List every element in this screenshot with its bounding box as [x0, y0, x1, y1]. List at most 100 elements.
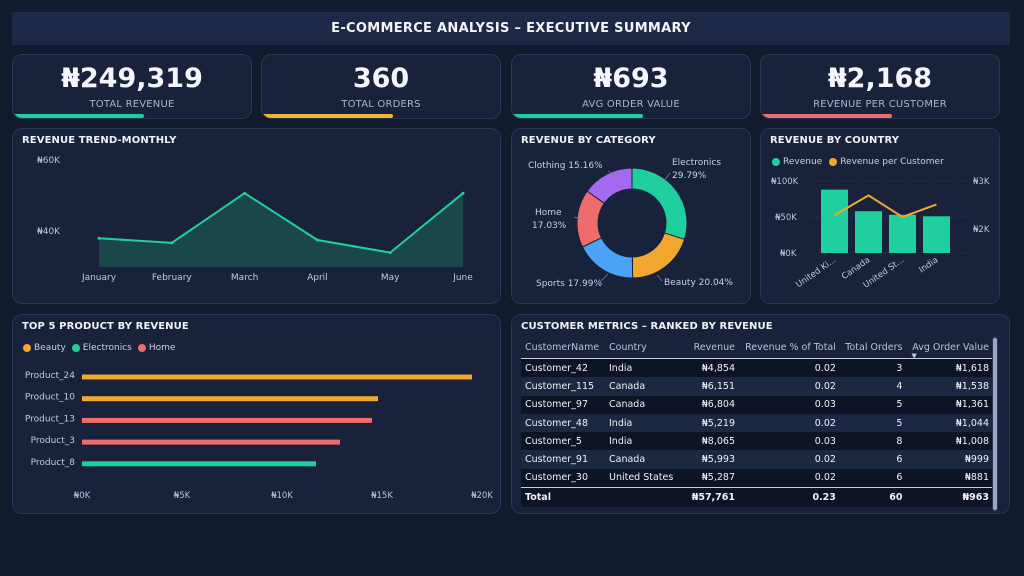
table-cell: ₦1,008: [906, 432, 993, 451]
table-row[interactable]: Customer_48 India ₦5,219 0.02 5 ₦1,044: [521, 413, 993, 433]
product-bar[interactable]: [82, 439, 340, 445]
table-cell: United States: [605, 468, 683, 488]
legend-swatch-home: [137, 344, 146, 352]
table-cell: 0.02: [739, 358, 840, 378]
column-header-revenue[interactable]: Revenue: [683, 336, 739, 359]
card-title: REVENUE TREND-MONTHLY: [22, 135, 177, 146]
product-bar[interactable]: [82, 374, 472, 380]
trend-point[interactable]: [170, 241, 174, 245]
table-cell: 6: [839, 450, 907, 469]
table-cell: Customer_91: [521, 450, 605, 469]
donut-leader-line: [663, 172, 671, 182]
table-row[interactable]: Customer_5 India ₦8,065 0.03 8 ₦1,008: [521, 432, 993, 451]
product-bar[interactable]: [82, 461, 316, 467]
x-tick-label: ₦10K: [271, 491, 293, 501]
trend-area-fill: [99, 193, 463, 267]
y-left-tick-label: ₦100K: [771, 177, 799, 187]
y-tick-label: ₦60K: [37, 156, 61, 166]
donut-data-label: Clothing 15.16%: [528, 161, 603, 171]
card-title: REVENUE BY CATEGORY: [521, 135, 656, 146]
trend-point[interactable]: [388, 251, 392, 255]
table-row[interactable]: Customer_42 India ₦4,854 0.02 3 ₦1,618: [521, 358, 993, 378]
y-tick-label: Product_24: [25, 371, 75, 381]
table-cell: 4: [839, 377, 907, 396]
kpi-value: ₦249,319: [61, 63, 203, 94]
column-header-label: Avg Order Value: [912, 341, 989, 353]
revenue-per-customer-line[interactable]: [833, 194, 937, 219]
kpi-label: TOTAL REVENUE: [89, 99, 175, 110]
y-left-tick-label: ₦50K: [775, 213, 797, 223]
table-cell: ₦999: [906, 450, 993, 469]
card-title: CUSTOMER METRICS – RANKED BY REVENUE: [521, 321, 773, 332]
trend-point[interactable]: [97, 236, 101, 240]
column-header-country[interactable]: Country: [605, 336, 683, 359]
product-bar[interactable]: [82, 417, 372, 423]
trend-line: [98, 192, 464, 254]
country-revenue-bar[interactable]: [923, 216, 950, 253]
column-header-total-orders[interactable]: Total Orders: [839, 336, 907, 359]
donut-leader-line: [573, 216, 583, 220]
table-cell: 8: [839, 432, 907, 451]
y-tick-label: Product_13: [25, 414, 75, 424]
table-cell: Customer_30: [521, 468, 605, 488]
revenue-by-category-donut[interactable]: Electronics 29.79% Beauty 20.04% Sports 17.…: [512, 129, 751, 304]
donut-slice-beauty[interactable]: [631, 232, 686, 279]
trend-point[interactable]: [243, 191, 247, 195]
kpi-card-avg-order-value[interactable]: ₦693 AVG ORDER VALUE: [511, 54, 751, 119]
donut-data-label: Beauty 20.04%: [664, 278, 733, 288]
x-tick-label: ₦20K: [471, 491, 493, 501]
kpi-card-total-orders[interactable]: 360 TOTAL ORDERS: [261, 54, 501, 119]
table-cell: 0.03: [739, 395, 840, 414]
table-cell: India: [605, 413, 683, 433]
table-cell: ₦1,618: [906, 358, 993, 378]
legend-swatch-electronics: [71, 344, 80, 352]
customer-metrics-table[interactable]: CustomerName Country Revenue Revenue % o…: [521, 336, 993, 508]
column-header-customer-name[interactable]: CustomerName: [521, 336, 605, 359]
column-header-avg-order-value[interactable]: Avg Order Value ▼: [906, 336, 993, 360]
table-cell: 5: [839, 395, 907, 414]
table-cell: 5: [839, 413, 907, 433]
table-cell: ₦8,065: [683, 432, 739, 451]
revenue-by-country-card[interactable]: REVENUE BY COUNTRY Revenue Revenue per C…: [760, 128, 1000, 304]
donut-slice-clothing[interactable]: [586, 167, 633, 204]
x-tick-label: May: [381, 273, 400, 283]
table-cell: 0.02: [739, 450, 840, 469]
country-revenue-bar[interactable]: [855, 211, 882, 253]
country-revenue-bar[interactable]: [821, 189, 848, 253]
kpi-card-total-revenue[interactable]: ₦249,319 TOTAL REVENUE: [12, 54, 252, 119]
table-row[interactable]: Customer_30 United States ₦5,287 0.02 6 ₦881: [521, 468, 993, 488]
table-cell: Canada: [605, 395, 683, 414]
legend-swatch-revenue-per-customer: [829, 158, 838, 166]
revenue-trend-chart[interactable]: ₦60K ₦40K January February March April May Ju…: [13, 129, 501, 304]
kpi-progress-bar: [262, 114, 393, 118]
table-row[interactable]: Customer_91 Canada ₦5,993 0.02 6 ₦999: [521, 450, 993, 469]
country-revenue-bar[interactable]: [889, 214, 916, 253]
x-tick-label: January: [81, 273, 117, 283]
table-cell: 0.02: [739, 377, 840, 396]
top5-products-chart[interactable]: ₦0K ₦5K ₦10K ₦15K ₦20K Product_24 Product…: [13, 315, 501, 514]
table-cell: 0.02: [739, 468, 840, 488]
donut-data-label: Sports 17.99%: [536, 279, 602, 289]
trend-point[interactable]: [461, 191, 465, 195]
table-cell: ₦1,538: [906, 377, 993, 396]
table-cell: ₦6,151: [683, 377, 739, 396]
table-total-row: Total ₦57,761 0.23 60 ₦963: [521, 487, 993, 508]
table-scrollbar-thumb[interactable]: [993, 338, 997, 510]
table-cell: Customer_42: [521, 358, 605, 378]
table-cell: ₦5,993: [683, 450, 739, 469]
kpi-card-revenue-per-customer[interactable]: ₦2,168 REVENUE PER CUSTOMER: [760, 54, 1000, 119]
product-bar[interactable]: [82, 396, 378, 402]
column-header-revenue-pct[interactable]: Revenue % of Total: [739, 336, 840, 359]
table-row[interactable]: Customer_115 Canada ₦6,151 0.02 4 ₦1,538: [521, 377, 993, 396]
top5-products-card[interactable]: TOP 5 PRODUCT BY REVENUE Beauty Electron…: [12, 314, 501, 514]
legend-swatch-beauty: [23, 344, 31, 352]
trend-point[interactable]: [315, 238, 319, 242]
card-title: TOP 5 PRODUCT BY REVENUE: [22, 321, 189, 332]
revenue-trend-card[interactable]: REVENUE TREND-MONTHLY ₦60K ₦40K January F…: [12, 128, 501, 304]
revenue-by-category-card[interactable]: REVENUE BY CATEGORY Electronics 29.79% Bea…: [511, 128, 751, 304]
donut-data-label: Home: [535, 208, 562, 218]
table-row[interactable]: Customer_97 Canada ₦6,804 0.03 5 ₦1,361: [521, 395, 993, 414]
legend-swatch-revenue: [772, 158, 780, 166]
table-cell: Customer_48: [521, 413, 605, 433]
revenue-by-country-chart[interactable]: ₦100K ₦50K ₦0K ₦3K ₦2K United Ki... Canad…: [761, 129, 1000, 304]
